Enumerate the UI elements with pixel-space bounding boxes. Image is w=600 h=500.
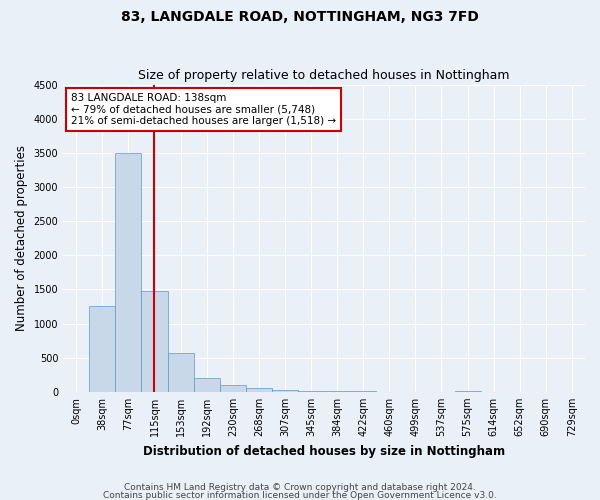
Bar	[272, 390, 298, 392]
Bar	[194, 378, 220, 392]
Title: Size of property relative to detached houses in Nottingham: Size of property relative to detached ho…	[139, 69, 510, 82]
Text: 83, LANGDALE ROAD, NOTTINGHAM, NG3 7FD: 83, LANGDALE ROAD, NOTTINGHAM, NG3 7FD	[121, 10, 479, 24]
Text: Contains HM Land Registry data © Crown copyright and database right 2024.: Contains HM Land Registry data © Crown c…	[124, 484, 476, 492]
X-axis label: Distribution of detached houses by size in Nottingham: Distribution of detached houses by size …	[143, 444, 505, 458]
Text: Contains public sector information licensed under the Open Government Licence v3: Contains public sector information licen…	[103, 490, 497, 500]
Y-axis label: Number of detached properties: Number of detached properties	[15, 145, 28, 331]
Bar	[246, 388, 272, 392]
Bar	[142, 291, 167, 392]
Bar	[220, 385, 246, 392]
Bar	[167, 352, 194, 392]
Text: 83 LANGDALE ROAD: 138sqm
← 79% of detached houses are smaller (5,748)
21% of sem: 83 LANGDALE ROAD: 138sqm ← 79% of detach…	[71, 92, 336, 126]
Bar	[115, 153, 142, 392]
Bar	[298, 391, 324, 392]
Bar	[89, 306, 115, 392]
